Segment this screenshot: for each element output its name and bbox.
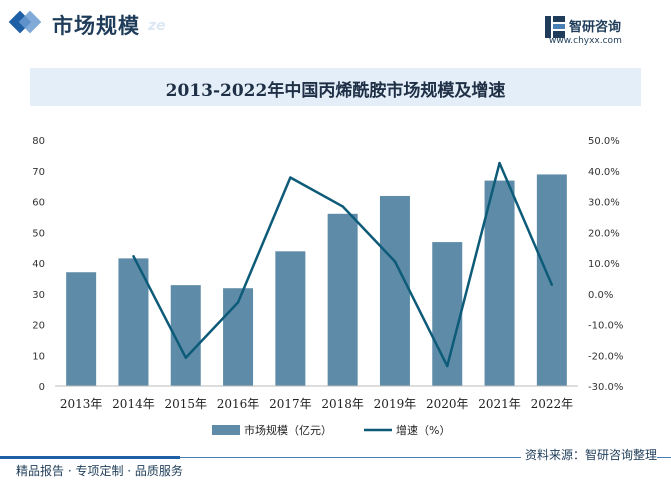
source-note: 资料来源：智研咨询整理	[520, 446, 657, 463]
x-tick-label: 2022年	[531, 397, 574, 411]
y-right-tick-label: 20.0%	[588, 228, 620, 239]
bar	[170, 285, 201, 386]
x-tick-label: 2019年	[374, 397, 417, 411]
bar	[327, 213, 358, 386]
legend-label-bar: 市场规模（亿元）	[244, 423, 332, 437]
bar	[118, 258, 149, 386]
bar	[275, 251, 306, 386]
y-left-tick-label: 10	[32, 351, 45, 362]
bar	[223, 288, 254, 386]
x-tick-label: 2013年	[60, 397, 103, 411]
x-tick-label: 2017年	[269, 397, 312, 411]
x-tick-label: 2015年	[164, 397, 207, 411]
y-left-tick-label: 70	[32, 167, 45, 178]
growth-point	[550, 283, 554, 287]
bar	[536, 174, 567, 386]
logo-mark-icon	[545, 16, 565, 38]
x-tick-label: 2014年	[112, 397, 155, 411]
x-tick-label: 2021年	[478, 397, 521, 411]
y-right-tick-label: 40.0%	[588, 167, 620, 178]
growth-point	[132, 255, 135, 258]
footer-divider	[0, 457, 671, 458]
growth-point	[236, 301, 240, 304]
chart-title: 2013-2022年中国丙烯酰胺市场规模及增速	[165, 81, 506, 101]
growth-point	[184, 356, 187, 359]
y-left-tick-label: 80	[32, 136, 45, 147]
footer-divider-accent	[0, 456, 180, 459]
y-right-tick-label: 50.0%	[588, 136, 620, 147]
y-right-tick-label: -20.0%	[588, 351, 623, 362]
y-left-tick-label: 40	[32, 259, 45, 270]
chart-title-band: 2013-2022年中国丙烯酰胺市场规模及增速	[30, 68, 641, 106]
section-title-watermark: ze	[148, 18, 166, 34]
footer-tagline: 精品报告 · 专项定制 · 品质服务	[16, 464, 183, 478]
y-right-tick-label: -10.0%	[588, 321, 623, 332]
bar	[484, 180, 515, 386]
growth-point	[341, 205, 344, 208]
growth-point	[393, 260, 397, 263]
legend-swatch-bar	[212, 425, 240, 435]
y-left-tick-label: 50	[32, 228, 45, 239]
x-tick-label: 2020年	[426, 397, 469, 411]
logo-url: www.chyxx.com	[549, 36, 622, 46]
x-tick-label: 2016年	[217, 397, 260, 411]
chart: 0 10 20 30 40 50 60 70 80 -30.0% -20.0% -10.0% 0.0% 1…	[32, 136, 623, 437]
growth-point	[498, 161, 501, 165]
bar	[379, 195, 410, 386]
legend-label-line: 增速（%）	[396, 423, 450, 437]
x-tick-label: 2018年	[321, 397, 364, 411]
logo-name: 智研咨询	[569, 20, 622, 35]
y-right-tick-label: 0.0%	[588, 290, 613, 301]
y-left-tick-label: 30	[32, 290, 45, 301]
section-title: 市场规模	[52, 14, 140, 38]
y-left-tick-label: 60	[32, 198, 45, 209]
page-header: 市场规模 ze 智研咨询 www.chyxx.com	[0, 0, 671, 60]
y-left-tick-label: 0	[39, 382, 45, 393]
growth-point	[446, 364, 449, 368]
y-right-tick-label: 30.0%	[588, 198, 620, 209]
y-right-tick-label: -30.0%	[588, 382, 623, 393]
y-left-tick-label: 20	[32, 321, 45, 332]
brand-logo: 智研咨询 www.chyxx.com	[545, 14, 657, 50]
growth-point	[289, 176, 292, 179]
bar	[66, 272, 97, 386]
y-right-tick-label: 10.0%	[588, 259, 620, 270]
